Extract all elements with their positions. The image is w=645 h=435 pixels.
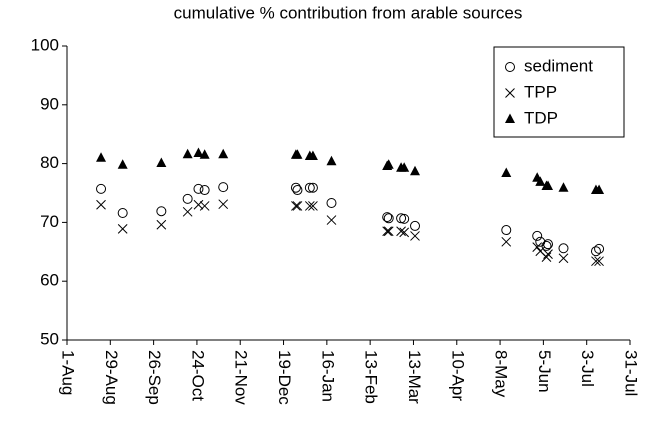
point [594,243,605,254]
point [291,201,301,211]
point [182,193,193,204]
x-tick-label: 26-Sep [145,350,164,405]
point [326,215,337,225]
x-tick-label: 5-Jun [535,350,554,393]
point [591,256,601,267]
legend-label: sediment [524,56,593,75]
y-tick-label: 100 [31,35,59,54]
point [399,213,410,224]
point [326,155,337,166]
point [307,150,318,160]
x-tick-label: 3-Jul [578,350,597,387]
point [308,201,318,211]
legend-marker [505,62,515,72]
point [501,225,512,236]
point [501,167,512,178]
legend-label: TDP [524,108,558,127]
point [156,157,167,168]
x-tick-label: 16-Jan [318,350,337,402]
point [590,246,601,257]
point [543,239,554,250]
point [501,236,512,247]
point [410,231,420,241]
point [383,159,394,169]
y-tick-label: 60 [40,271,59,290]
x-tick-label: 10-Apr [448,350,467,401]
point [383,226,394,237]
point [96,152,107,162]
point [543,249,553,260]
point [156,219,167,230]
x-tick-label: 19-Dec [275,350,294,405]
point [541,240,552,251]
point [193,147,204,158]
x-tick-label: 31-Jul [622,350,641,396]
point [399,227,410,238]
point [558,253,569,264]
point [304,201,315,211]
point [383,213,394,224]
y-tick-label: 80 [40,153,59,172]
x-tick-label: 24-Oct [188,350,207,401]
point [307,182,318,193]
point [218,148,229,159]
point [290,182,301,193]
point [96,199,106,210]
x-tick-label: 13-Mar [405,350,424,404]
x-tick-label: 21-Nov [232,350,251,405]
x-tick-label: 1-Aug [59,350,78,395]
legend-box [493,46,625,138]
point [532,230,543,241]
point [558,243,569,254]
point [193,199,204,210]
point [382,212,393,223]
point [594,256,604,267]
point [199,201,210,211]
point [117,224,128,234]
x-tick-label: 13-Feb [362,350,381,404]
point [535,176,546,186]
x-tick-label: 29-Aug [102,350,121,405]
point [594,184,605,195]
y-tick-label: 70 [40,212,59,231]
point [382,226,393,237]
point [193,183,204,194]
point [543,180,554,190]
y-tick-label: 90 [40,94,59,113]
point [558,182,569,192]
point [326,197,337,208]
point [532,242,543,252]
y-tick-label: 50 [40,329,59,348]
point [399,162,410,172]
point [199,185,210,196]
point [410,220,421,231]
point [292,149,303,159]
point [541,252,552,262]
point [218,199,229,210]
point [304,182,315,193]
point [218,182,229,193]
point [96,183,107,194]
chart-title: cumulative % contribution from arable so… [174,3,523,22]
point [117,159,128,169]
point [182,206,193,217]
point [117,207,128,218]
legend-marker [505,113,515,123]
point [199,149,210,159]
x-tick-label: 8-May [492,350,511,398]
point [410,165,421,176]
point [292,185,303,196]
legend-marker [505,88,515,98]
point [292,201,303,211]
point [396,226,406,237]
legend-label: TPP [524,82,557,101]
point [182,148,193,159]
point [156,206,167,217]
